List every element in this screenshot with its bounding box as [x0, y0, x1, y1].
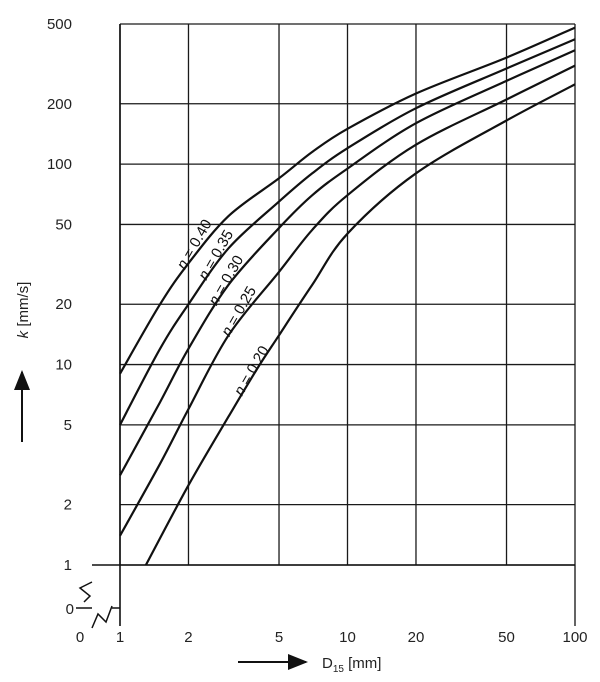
x-axis-break-symbol — [91, 605, 113, 629]
curves — [119, 26, 576, 566]
x-tick-label: 1 — [116, 629, 124, 646]
y-axis-unit: [mm/s] — [15, 282, 32, 331]
curve-label: n = 0.20 — [231, 343, 273, 399]
y-axis-break-symbol — [78, 581, 93, 603]
curve-020 — [144, 83, 576, 566]
y-tick-label: 10 — [55, 357, 72, 374]
y-tick-label: 20 — [55, 296, 72, 313]
x-zero-label: 0 — [76, 629, 84, 646]
y-tick-label: 2 — [64, 497, 72, 514]
curve-040 — [119, 26, 576, 375]
y-axis-ticks: 1 2 5 10 20 50 100 200 500 — [47, 16, 72, 574]
x-tick-label: 2 — [184, 629, 192, 646]
y-tick-label: 50 — [55, 216, 72, 233]
x-tick-label: 10 — [339, 629, 356, 646]
x-axis-subscript: 15 — [333, 664, 345, 675]
gridlines — [119, 23, 576, 566]
y-tick-label: 1 — [64, 557, 72, 574]
y-tick-label: 500 — [47, 16, 72, 33]
x-tick-label: 100 — [562, 629, 587, 646]
y-tick-label: 100 — [47, 156, 72, 173]
x-tick-label: 50 — [498, 629, 515, 646]
x-axis-unit: [mm] — [344, 655, 382, 672]
svg-text:k [mm/s]: k [mm/s] — [15, 282, 32, 339]
curve-035 — [119, 38, 576, 426]
curve-025 — [119, 64, 576, 537]
y-axis-title: k [mm/s] — [15, 282, 32, 339]
y-zero-label: 0 — [66, 601, 74, 618]
x-axis-ticks: 1 2 5 10 20 50 100 — [116, 629, 588, 646]
x-tick-label: 20 — [408, 629, 425, 646]
y-tick-label: 200 — [47, 96, 72, 113]
x-tick-label: 5 — [275, 629, 283, 646]
curve-030 — [119, 49, 576, 476]
plot-frame — [76, 24, 576, 626]
x-axis-title: D15 [mm] — [322, 655, 381, 675]
x-axis-variable: D — [322, 655, 333, 672]
y-tick-label: 5 — [64, 417, 72, 434]
y-axis-variable: k — [15, 329, 32, 338]
